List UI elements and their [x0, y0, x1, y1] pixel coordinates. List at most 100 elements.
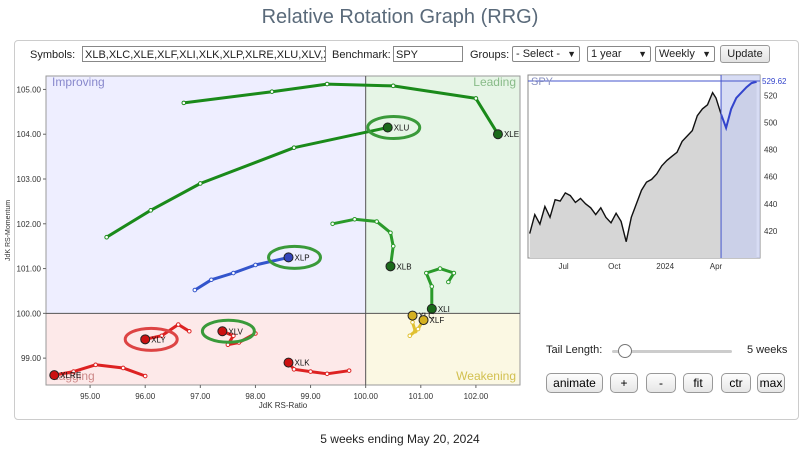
spy-y-tick-label: 480: [764, 146, 778, 155]
tail-point: [308, 369, 313, 374]
spy-x-tick-label: Jul: [558, 262, 568, 271]
x-tick-label: 97.00: [190, 392, 211, 401]
highlight-ring: [123, 326, 179, 352]
center-button[interactable]: ctr: [721, 373, 751, 393]
tail-point: [390, 83, 396, 89]
tail-length-slider-handle[interactable]: [617, 344, 632, 358]
groups-select-value: - Select -: [516, 48, 561, 60]
spy-x-tick-label: 2024: [656, 262, 674, 271]
tail-point: [407, 333, 413, 339]
symbol-label-xlv: XLV: [228, 327, 243, 336]
highlight-ring: [366, 115, 422, 140]
symbol-label-xle: XLE: [504, 130, 519, 139]
tail-point: [410, 320, 415, 325]
tail-point: [324, 371, 330, 377]
quadrant-improving: [46, 76, 366, 314]
symbols-input[interactable]: XLB,XLC,XLE,XLF,XLI,XLK,XLP,XLRE,XLU,XLV…: [82, 46, 326, 62]
head-marker-xly: [140, 334, 151, 345]
tail-point: [390, 243, 396, 249]
spy-y-tick-label: 500: [764, 118, 778, 127]
head-marker-xlre: [49, 370, 60, 381]
period-select-value: 1 year: [591, 48, 622, 60]
update-button[interactable]: Update: [720, 45, 770, 63]
chart-panel: [14, 40, 799, 420]
chevron-down-icon: ▼: [567, 49, 576, 59]
quadrant-label-weakening: Weakening: [456, 369, 516, 383]
x-tick-label: 100.00: [353, 392, 378, 401]
frequency-select[interactable]: Weekly ▼: [655, 46, 715, 62]
footer-caption: 5 weeks ending May 20, 2024: [320, 432, 480, 446]
tail-point: [71, 369, 76, 374]
symbol-label-xlre: XLRE: [60, 371, 81, 380]
y-tick-label: 103.00: [17, 175, 42, 184]
spy-price-line-recent: [720, 80, 757, 132]
quadrant-weakening: [365, 313, 520, 385]
tail-point: [291, 367, 297, 372]
highlight-ring: [267, 244, 323, 270]
tail-point: [181, 100, 187, 106]
symbol-label-xlb: XLB: [396, 262, 411, 271]
symbol-label-xlf: XLF: [430, 316, 445, 325]
tail-point: [104, 234, 109, 240]
symbol-label-xly: XLY: [151, 335, 166, 344]
tail-point: [374, 219, 379, 224]
head-marker-xlk: [283, 357, 294, 368]
x-axis-label: JdK RS-Ratio: [259, 401, 308, 410]
tail-point: [159, 333, 165, 339]
quadrant-leading: [365, 76, 520, 314]
tail-point: [93, 362, 98, 368]
tail-point: [231, 270, 236, 276]
spy-x-tick-label: Oct: [608, 262, 621, 271]
tail-point: [192, 287, 198, 293]
head-marker-xlb: [385, 261, 396, 272]
plot-frame: [45, 75, 521, 386]
tail-point: [187, 328, 192, 334]
fit-button[interactable]: fit: [683, 373, 713, 393]
zoom-in-button[interactable]: +: [610, 373, 638, 393]
benchmark-input[interactable]: SPY: [393, 46, 463, 62]
tail-length-slider[interactable]: [612, 350, 732, 353]
tail-point: [142, 373, 148, 379]
tail-point: [148, 208, 154, 213]
symbol-label-xli: XLI: [438, 305, 450, 314]
zoom-out-button[interactable]: -: [646, 373, 676, 393]
spy-price-line: [529, 91, 722, 242]
head-marker-xlp: [283, 252, 294, 263]
tail-point: [269, 89, 275, 94]
y-tick-label: 100.00: [17, 309, 42, 318]
spy-price-area: [529, 81, 757, 258]
x-tick-label: 96.00: [135, 392, 156, 401]
x-tick-label: 101.00: [409, 392, 434, 401]
groups-label: Groups:: [470, 49, 510, 61]
tail-length-value: 5 weeks: [747, 344, 788, 356]
spy-highlight-window: [721, 75, 760, 258]
y-tick-label: 104.00: [17, 130, 42, 139]
head-marker-xle: [492, 129, 503, 140]
period-select[interactable]: 1 year ▼: [587, 46, 651, 62]
tail-point: [473, 96, 479, 101]
spy-y-tick-label: 420: [764, 227, 778, 236]
max-button[interactable]: max: [757, 373, 785, 393]
controls-bar: Symbols: XLB,XLC,XLE,XLF,XLI,XLK,XLP,XLR…: [30, 45, 790, 66]
tail-point: [198, 181, 203, 186]
tail-point: [437, 266, 443, 271]
highlight-ring: [200, 318, 256, 344]
x-tick-label: 95.00: [80, 392, 101, 401]
tail-point: [429, 284, 435, 289]
quadrant-label-leading: Leading: [473, 75, 516, 89]
y-tick-label: 102.00: [17, 220, 42, 229]
symbol-label-xlu: XLU: [394, 124, 410, 133]
symbol-label-xlk: XLK: [295, 359, 311, 368]
tail-point: [388, 230, 393, 236]
tail-point: [120, 365, 126, 371]
groups-select[interactable]: - Select - ▼: [512, 46, 580, 62]
animate-button[interactable]: animate: [546, 373, 603, 393]
tail-length-label: Tail Length:: [546, 344, 603, 356]
symbols-label: Symbols:: [30, 49, 76, 61]
tail-point: [175, 322, 181, 327]
tail-point: [209, 277, 214, 283]
tail-point: [424, 270, 429, 276]
symbol-label-xlp: XLP: [295, 253, 310, 262]
chevron-down-icon: ▼: [638, 49, 647, 59]
head-marker-xli: [426, 303, 437, 314]
